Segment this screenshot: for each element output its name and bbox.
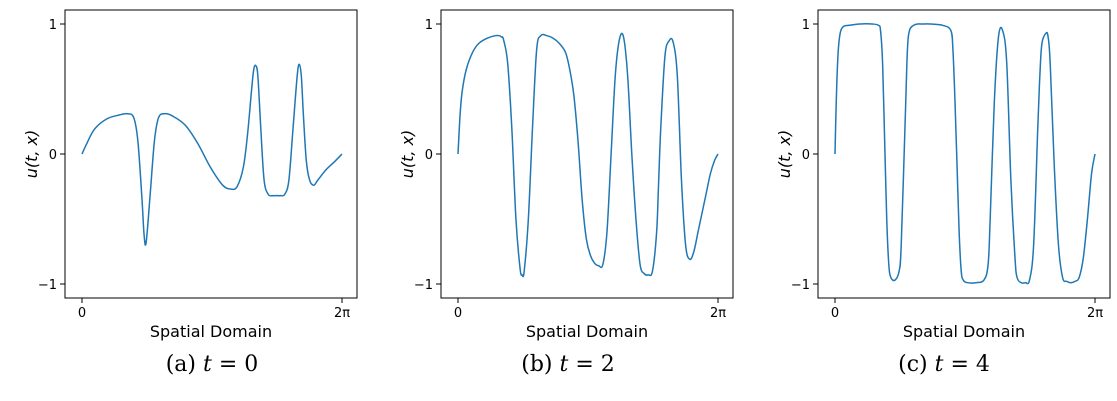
series-line [81, 63, 343, 246]
caption-value: = 4 [943, 352, 990, 377]
caption-b: (b) t = 2 [418, 352, 718, 377]
panel-b: 1 0 −1 0 2π Spatial Domain u(t, x) [398, 9, 734, 341]
caption-a: (a) t = 0 [62, 352, 362, 377]
x-ticks: 0 2π [78, 298, 350, 321]
x-ticks: 0 2π [831, 298, 1103, 321]
x-tick-label: 2π [334, 306, 350, 321]
y-ticks: 1 0 −1 [38, 18, 65, 293]
y-axis-label: u(t, x) [775, 130, 794, 179]
y-tick-label: 1 [425, 18, 433, 33]
caption-variable: t [934, 352, 944, 377]
caption-prefix: (b) [521, 352, 553, 377]
y-tick-label: −1 [38, 278, 57, 293]
caption-prefix: (c) [898, 352, 928, 377]
caption-variable: t [203, 352, 212, 377]
y-axis-label: u(t, x) [398, 130, 417, 179]
x-ticks: 0 2π [454, 298, 726, 321]
panel-c: 1 0 −1 0 2π Spatial Domain u(t, x) [775, 9, 1111, 341]
x-tick-label: 0 [454, 306, 462, 321]
y-tick-label: −1 [414, 278, 433, 293]
x-axis-label: Spatial Domain [526, 322, 648, 341]
series-line [834, 23, 1096, 285]
y-tick-label: 0 [802, 148, 810, 163]
series-line [457, 32, 719, 278]
y-tick-label: 1 [49, 18, 57, 33]
y-tick-label: 1 [802, 18, 810, 33]
x-tick-label: 2π [1087, 306, 1103, 321]
y-ticks: 1 0 −1 [791, 18, 818, 293]
panel-a: 1 0 −1 0 2π Spatial Domain u(t, x) [22, 9, 358, 341]
x-tick-label: 0 [831, 306, 839, 321]
plot-frame [817, 9, 1111, 299]
y-tick-label: −1 [791, 278, 810, 293]
x-tick-label: 2π [710, 306, 726, 321]
x-axis-label: Spatial Domain [903, 322, 1025, 341]
y-tick-label: 0 [49, 148, 57, 163]
plot-frame [440, 9, 734, 299]
x-tick-label: 0 [78, 306, 86, 321]
y-tick-label: 0 [425, 148, 433, 163]
caption-c: (c) t = 4 [794, 352, 1094, 377]
caption-prefix: (a) [165, 352, 197, 377]
y-axis-label: u(t, x) [22, 130, 41, 179]
caption-variable: t [559, 352, 569, 377]
plot-frame [64, 9, 358, 299]
caption-value: = 2 [568, 352, 615, 377]
y-ticks: 1 0 −1 [414, 18, 441, 293]
caption-value: = 0 [211, 352, 259, 377]
x-axis-label: Spatial Domain [150, 322, 272, 341]
